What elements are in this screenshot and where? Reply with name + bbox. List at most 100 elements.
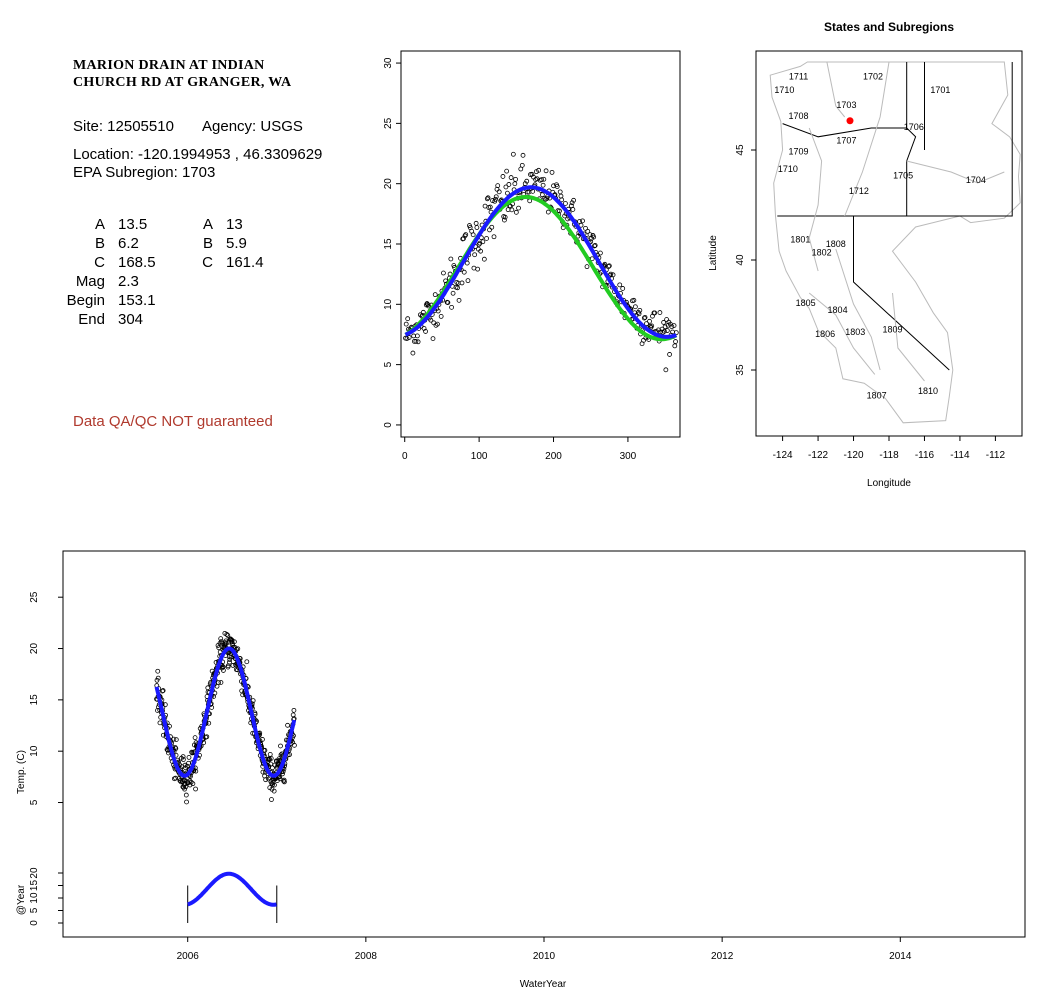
timeseries-ytick-label: 20 — [29, 643, 40, 655]
seasonal-data-point — [664, 328, 670, 333]
subregion-boundary — [835, 248, 881, 371]
seasonal-data-point — [490, 198, 495, 203]
seasonal-data-point — [503, 184, 509, 190]
seasonal-data-point — [571, 197, 577, 203]
seasonal-data-point — [557, 208, 562, 214]
seasonal-data-point — [481, 256, 487, 262]
timeseries-xtick-label: 2006 — [177, 951, 200, 962]
timeseries-data-point — [250, 698, 256, 704]
qa-disclaimer: Data QA/QC NOT guaranteed — [73, 413, 273, 430]
seasonal-data-point — [414, 333, 420, 339]
state-boundary — [853, 216, 950, 371]
seasonal-data-point — [489, 224, 495, 230]
timeseries-data-point — [180, 754, 186, 760]
seasonal-data-point — [423, 329, 428, 334]
timeseries-data-point — [235, 646, 241, 652]
seasonal-ytick-label: 15 — [383, 238, 394, 250]
timeseries-data-point — [186, 755, 192, 760]
seasonal-data-point — [448, 256, 454, 262]
seasonal-data-point — [661, 320, 667, 325]
region-label: 1809 — [883, 325, 903, 335]
subregion-boundary — [826, 61, 846, 118]
timeseries-xtick-label: 2008 — [355, 951, 378, 962]
timeseries-data-point — [155, 668, 161, 674]
timeseries-xtick-label: 2012 — [711, 951, 734, 962]
seasonal-data-point — [508, 175, 514, 180]
annual-ytick-label: 20 — [29, 867, 40, 879]
param-label-end: End — [78, 311, 105, 328]
timeseries-xtick-label: 2014 — [889, 951, 912, 962]
seasonal-data-point — [636, 311, 642, 317]
timeseries-data-point — [180, 757, 186, 762]
region-label: 1802 — [812, 248, 832, 258]
timeseries-data-point — [216, 680, 221, 686]
region-label: 1808 — [826, 239, 846, 249]
seasonal-data-point — [522, 181, 528, 186]
state-boundary — [782, 123, 907, 138]
timeseries-data-point — [280, 771, 285, 777]
seasonal-data-point — [417, 312, 423, 318]
seasonal-data-point — [513, 176, 518, 182]
seasonal-data-point — [631, 297, 637, 303]
param-label-begin: Begin — [66, 292, 105, 309]
timeseries-data-point — [187, 782, 193, 788]
seasonal-data-point — [438, 314, 444, 319]
seasonal-data-point — [559, 197, 565, 203]
seasonal-data-point — [673, 339, 678, 344]
seasonal-data-point — [509, 207, 515, 213]
seasonal-data-point — [415, 339, 421, 345]
seasonal-data-point — [456, 297, 462, 303]
map-xlabel: Longitude — [867, 478, 911, 489]
param-label-b: B — [94, 235, 105, 252]
timeseries-xlabel: WaterYear — [520, 979, 567, 990]
annual-ytick-label: 10 — [29, 892, 40, 904]
param2-label-c: C — [202, 254, 213, 271]
seasonal-data-point — [657, 310, 663, 315]
timeseries-data-point — [184, 799, 189, 805]
seasonal-data-point — [502, 217, 507, 223]
timeseries-data-point — [182, 786, 187, 792]
annual-ylabel: @Year — [16, 884, 27, 915]
timeseries-data-point — [183, 792, 189, 798]
subregion-boundary — [808, 127, 823, 272]
seasonal-data-point — [473, 220, 479, 226]
timeseries-data-point — [224, 632, 230, 637]
param2-value-a: 13 — [226, 216, 243, 233]
seasonal-data-point — [441, 270, 446, 276]
site-title: MARION DRAIN AT INDIAN CHURCH RD AT GRAN… — [73, 57, 373, 91]
seasonal-data-point — [493, 196, 498, 202]
map-ylabel: Latitude — [708, 235, 719, 271]
site-info-panel: MARION DRAIN AT INDIAN CHURCH RD AT GRAN… — [0, 0, 370, 460]
region-label: 1712 — [849, 186, 869, 196]
seasonal-data-point — [475, 266, 481, 272]
seasonal-data-point — [449, 304, 454, 310]
seasonal-data-point — [606, 263, 612, 269]
region-label: 1807 — [867, 391, 887, 401]
seasonal-ytick-label: 30 — [383, 57, 394, 69]
seasonal-ytick-label: 10 — [383, 298, 394, 310]
timeseries-xtick-label: 2010 — [533, 951, 556, 962]
seasonal-data-point — [580, 218, 585, 224]
region-label: 1804 — [828, 305, 848, 315]
region-label: 1805 — [796, 298, 816, 308]
seasonal-data-point — [413, 339, 419, 344]
seasonal-data-point — [500, 174, 506, 179]
region-label: 1706 — [904, 122, 924, 132]
region-outline — [769, 61, 1021, 424]
timeseries-ytick-label: 10 — [29, 745, 40, 757]
timeseries-data-point — [162, 702, 168, 708]
annual-ytick-label: 5 — [29, 907, 40, 913]
region-label: 1708 — [789, 111, 809, 121]
seasonal-data-point — [520, 152, 526, 158]
epa-subregion: EPA Subregion: 1703 — [73, 164, 216, 181]
seasonal-data-point — [435, 321, 440, 327]
seasonal-data-point — [445, 300, 451, 306]
timeseries-data-point — [281, 777, 287, 783]
map-xtick-label: -116 — [915, 450, 935, 461]
seasonal-data-point — [641, 337, 646, 343]
seasonal-data-point — [554, 184, 560, 189]
param-value-c: 168.5 — [118, 254, 156, 271]
timeseries-data-point — [268, 756, 274, 761]
region-label: 1806 — [815, 329, 835, 339]
timeseries-ylabel: Temp. (C) — [16, 750, 27, 794]
